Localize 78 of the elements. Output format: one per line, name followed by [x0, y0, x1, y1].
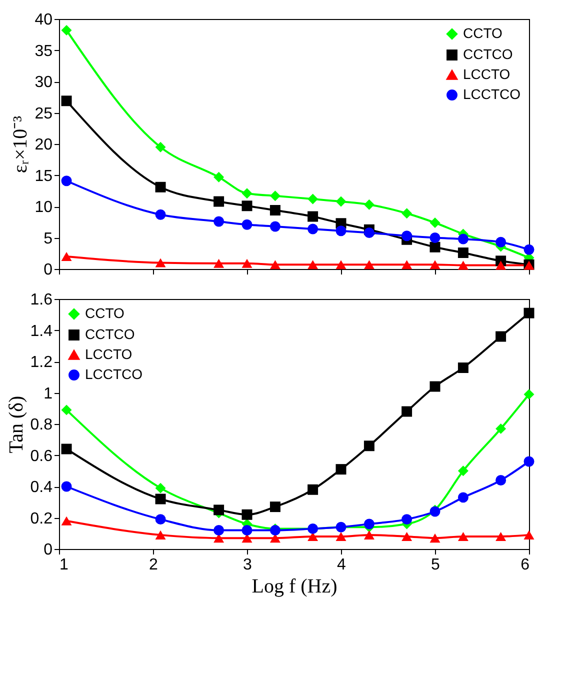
x-tick-label: 6: [520, 556, 530, 574]
y-tick-label: 20: [34, 136, 53, 154]
point: [458, 260, 468, 270]
point: [430, 218, 440, 228]
point: [242, 200, 252, 212]
y-tick-label: 1.6: [30, 292, 53, 308]
point: [458, 248, 468, 258]
y-tick-label: 0.4: [30, 479, 53, 496]
y-tick-label: 0: [44, 542, 53, 558]
x-tick-label: 3: [243, 556, 252, 574]
y-tick-label: 0.6: [30, 448, 53, 465]
point: [402, 230, 412, 242]
y-tick-label: 0: [44, 262, 53, 278]
y-axis-title: εᵣ×10⁻³: [10, 116, 32, 174]
y-tick-label: 25: [34, 105, 53, 122]
y-tick-label: 1: [44, 385, 53, 402]
point: [524, 244, 534, 255]
point: [430, 232, 440, 243]
legend-label: LCCTO: [85, 346, 132, 362]
x-tick-label: 1: [60, 556, 68, 574]
point: [308, 224, 318, 234]
point: [496, 260, 506, 270]
point: [214, 216, 224, 227]
legend-label: CCTO: [85, 305, 125, 321]
point: [430, 260, 440, 270]
legend-label: CCTCO: [463, 46, 513, 62]
point: [402, 260, 412, 270]
point: [364, 228, 374, 238]
point: [214, 172, 224, 182]
y-tick-label: 0.2: [30, 510, 53, 528]
x-tick-label: 4: [337, 556, 346, 574]
point: [155, 142, 166, 152]
point: [61, 96, 72, 106]
point: [214, 258, 224, 268]
point: [242, 219, 252, 230]
point: [364, 199, 374, 210]
legend-label: CCTO: [463, 25, 503, 41]
point: [336, 260, 346, 270]
point: [270, 221, 280, 232]
y-tick-label: 1.2: [30, 354, 53, 371]
point: [155, 209, 166, 220]
y-tick-label: 30: [34, 74, 53, 91]
point: [242, 258, 252, 268]
point: [430, 242, 440, 252]
point: [270, 260, 280, 270]
legend-label: LCCTCO: [85, 366, 143, 382]
point: [308, 211, 318, 222]
y-tick-label: 5: [44, 230, 53, 248]
y-tick-label: 35: [34, 42, 53, 60]
point: [364, 260, 374, 270]
y-tick-label: 10: [34, 199, 53, 216]
point: [336, 226, 346, 236]
point: [336, 196, 346, 207]
x-tick-label: 2: [149, 556, 158, 574]
legend-label: CCTCO: [85, 326, 135, 342]
legend-label: LCCTO: [463, 66, 510, 82]
point: [214, 196, 224, 207]
point: [402, 208, 412, 219]
point: [61, 25, 72, 36]
y-tick-label: 40: [34, 12, 53, 28]
point: [242, 188, 252, 199]
y-tick-label: 0.8: [30, 416, 53, 434]
point: [61, 176, 72, 186]
x-tick-label: 5: [431, 556, 440, 574]
point: [155, 182, 166, 192]
point: [458, 234, 468, 244]
point: [496, 236, 506, 248]
point: [155, 258, 166, 268]
legend-label: LCCTCO: [463, 86, 521, 102]
point: [61, 252, 72, 262]
point: [308, 260, 318, 270]
x-axis-title: Log f (Hz): [252, 576, 338, 598]
point: [308, 194, 318, 204]
point: [270, 205, 280, 216]
y-tick-label: 15: [34, 168, 53, 185]
y-tick-label: 1.4: [30, 322, 53, 340]
point: [270, 190, 280, 202]
y-axis-title: Tan (δ): [5, 396, 28, 454]
